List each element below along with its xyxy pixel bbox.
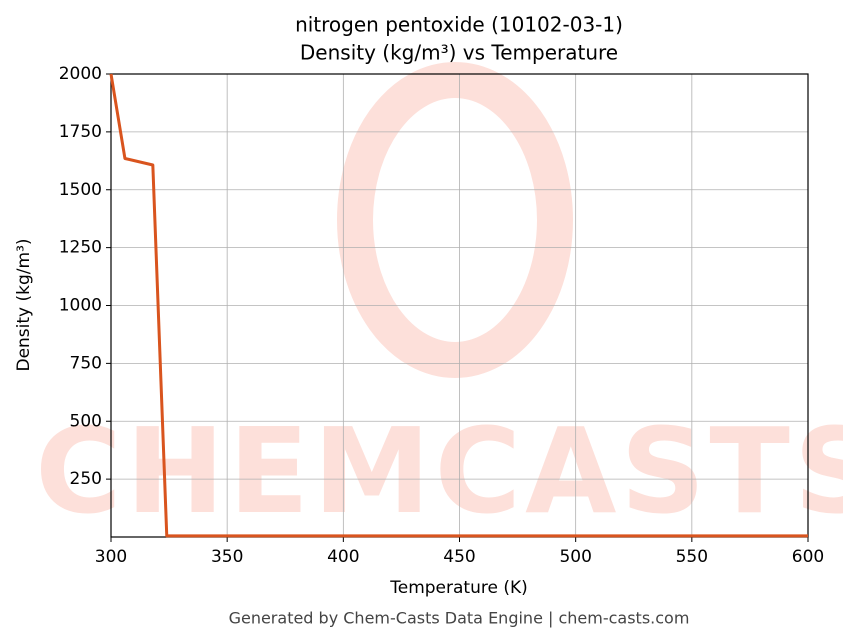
x-tick-label: 400 [327,547,359,567]
x-tick-label: 550 [676,547,708,567]
y-tick-label: 1500 [59,180,102,200]
chart-title: nitrogen pentoxide (10102-03-1) [295,13,623,37]
watermark-logo [337,62,573,378]
y-tick-label: 2000 [59,64,102,84]
x-tick-label: 500 [559,547,591,567]
y-tick-label: 1250 [59,238,102,258]
x-tick-label: 350 [211,547,243,567]
x-tick-label: 600 [792,547,824,567]
data-line [109,73,808,538]
y-tick-label: 750 [70,353,102,373]
x-axis-label: Temperature (K) [389,578,528,598]
y-tick-label: 250 [70,469,102,489]
chart-subtitle: Density (kg/m³) vs Temperature [300,41,618,65]
y-tick-label: 1750 [59,122,102,142]
y-axis-label: Density (kg/m³) [14,238,34,371]
y-tick-label: 1000 [59,296,102,316]
footer: Generated by Chem-Casts Data Engine | ch… [229,609,690,628]
x-tick-label: 450 [443,547,475,567]
x-tick-label: 300 [95,547,127,567]
y-tick-label: 500 [70,411,102,431]
watermark: CHEMCASTS [35,402,843,540]
